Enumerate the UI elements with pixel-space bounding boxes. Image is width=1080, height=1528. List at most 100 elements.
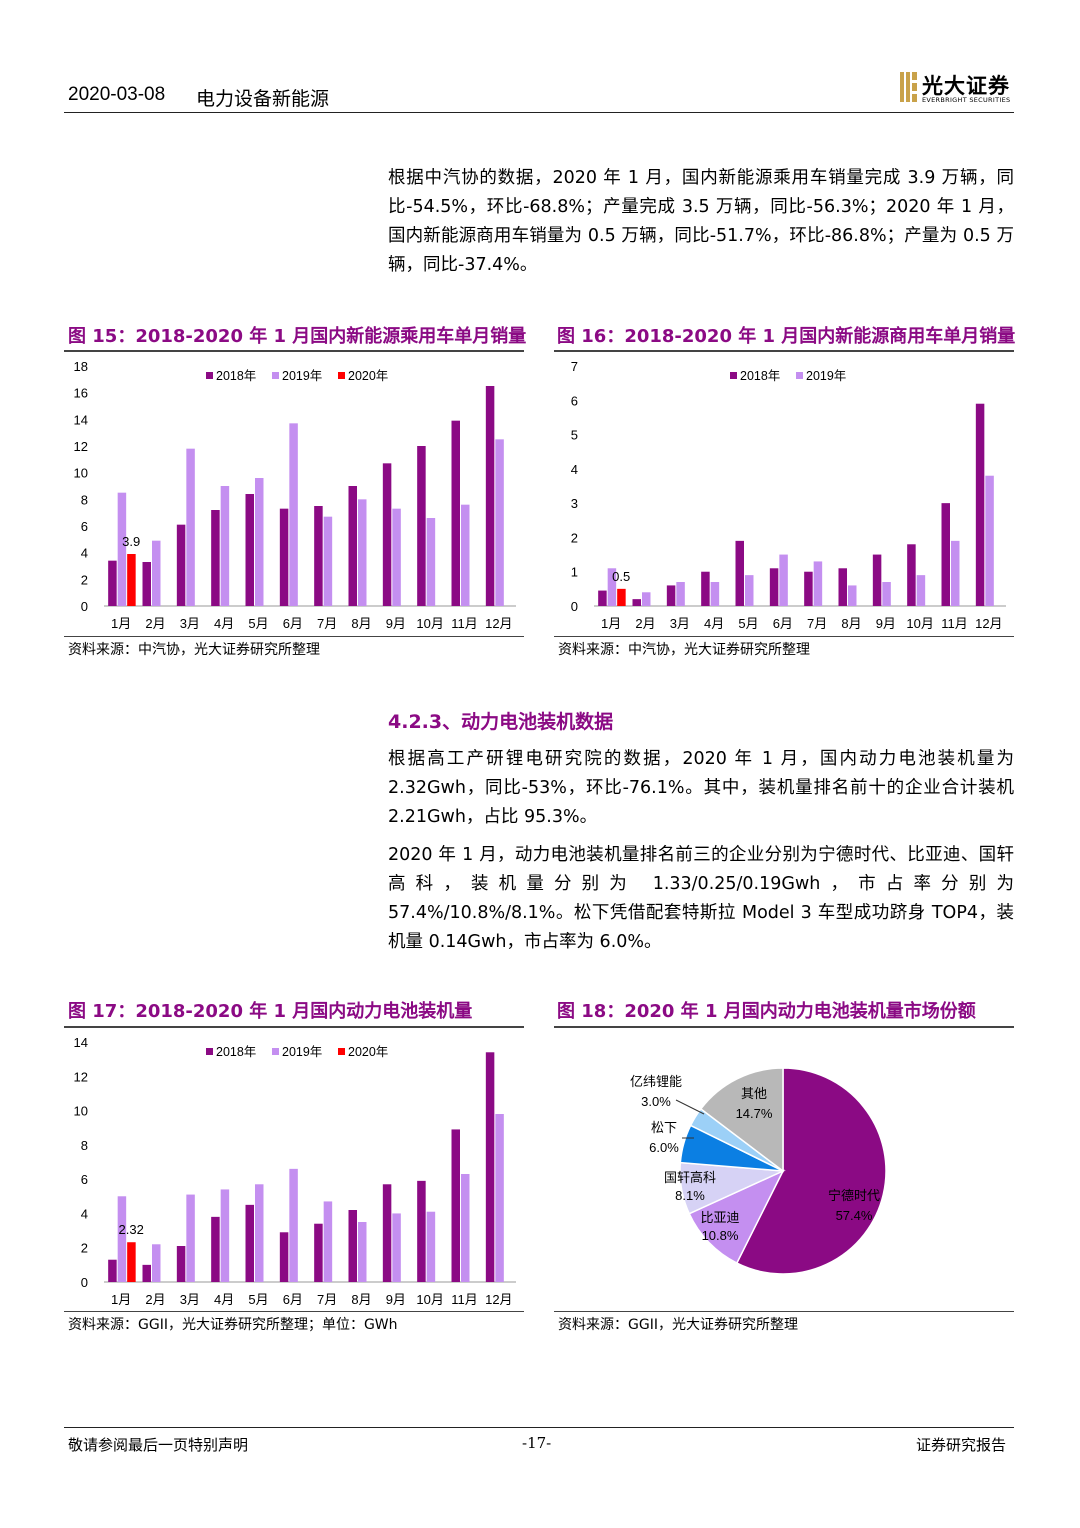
- pie-label-value: 14.7%: [736, 1106, 773, 1121]
- bar-2019年-10月: [426, 518, 436, 606]
- logo-subtext: EVERBRIGHT SECURITIES: [922, 96, 1011, 104]
- y-tick-label: 18: [74, 359, 88, 374]
- y-tick-label: 16: [74, 386, 88, 401]
- bar-2019年-9月: [882, 582, 891, 606]
- x-tick-label: 6月: [283, 1292, 303, 1307]
- header-divider: [64, 112, 1014, 113]
- bar-2018年-10月: [417, 1180, 426, 1282]
- figure-18-pie-chart: 宁德时代 57.4% 比亚迪 10.8% 国轩高科 8.1% 松下 6.0% 亿纬锂能 3.0% 其…: [630, 1067, 887, 1275]
- x-tick-label: 7月: [317, 1292, 337, 1307]
- figure-18-title-rule: [554, 1026, 1014, 1028]
- y-tick-label: 10: [74, 1104, 88, 1119]
- pie-label-name: 其他: [741, 1086, 767, 1101]
- paragraph-1: 根据中汽协的数据，2020 年 1 月，国内新能源乘用车销量完成 3.9 万辆，…: [388, 168, 1014, 275]
- report-date: 2020-03-08: [68, 84, 166, 105]
- bar-2019年-7月: [323, 516, 333, 606]
- bar-2019年-2月: [152, 1244, 161, 1282]
- figure-15-title-rule: [64, 350, 524, 352]
- y-tick-label: 1: [571, 565, 578, 580]
- bar-2018年-1月: [108, 560, 117, 606]
- bar-2019年-4月: [710, 582, 720, 606]
- bar-2018年-5月: [245, 1204, 254, 1282]
- y-tick-label: 8: [81, 1138, 88, 1153]
- bar-2018年-7月: [314, 1223, 323, 1282]
- bar-2020年-1月: [617, 588, 626, 606]
- pie-label-name: 亿纬锂能: [630, 1074, 682, 1089]
- figure-18-title: 图 18：2020 年 1 月国内动力电池装机量市场份额: [557, 1001, 976, 1022]
- bar-2019年-6月: [779, 554, 788, 606]
- company-logo: [898, 70, 1014, 106]
- figure-15-title: 图 15：2018-2020 年 1 月国内新能源乘用车单月销量: [68, 326, 527, 347]
- bar-2019年-5月: [745, 575, 754, 606]
- bar-2019年-1月: [607, 568, 617, 606]
- x-tick-label: 6月: [773, 616, 793, 631]
- bar-2019年-12月: [495, 1114, 504, 1282]
- bar-2018年-8月: [838, 568, 847, 606]
- x-tick-label: 1月: [601, 616, 621, 631]
- bar-2018年-9月: [872, 554, 882, 606]
- figure-17-source-rule: [64, 1311, 524, 1312]
- x-tick-label: 7月: [807, 616, 827, 631]
- pie-label-name: 国轩高科: [664, 1170, 716, 1185]
- bar-2018年-12月: [485, 386, 495, 606]
- y-tick-label: 6: [571, 393, 578, 408]
- y-tick-label: 12: [74, 439, 88, 454]
- bar-2018年-2月: [632, 599, 641, 606]
- bar-2019年-7月: [323, 1201, 333, 1282]
- y-tick-label: 4: [81, 1206, 88, 1221]
- bar-2020年-1月: [127, 554, 136, 606]
- bar-2019年-7月: [813, 561, 823, 606]
- bar-2018年-3月: [176, 1246, 186, 1282]
- x-tick-label: 4月: [214, 616, 234, 631]
- legend-label: 2018年: [740, 369, 780, 383]
- bar-2019年-10月: [916, 575, 926, 606]
- bar-2019年-11月: [461, 1174, 470, 1282]
- y-tick-label: 3: [571, 496, 578, 511]
- pie-label-name: 宁德时代: [828, 1188, 880, 1203]
- paragraph-3: 2020 年 1 月，动力电池装机量排名前三的企业分别为宁德时代、比亚迪、国轩高…: [388, 845, 1014, 952]
- y-tick-label: 8: [81, 492, 88, 507]
- bar-2019年-12月: [495, 439, 504, 606]
- figure-17-source: 资料来源：GGII，光大证券研究所整理；单位：GWh: [68, 1317, 398, 1333]
- x-tick-label: 9月: [876, 616, 896, 631]
- bar-2018年-11月: [451, 1129, 460, 1282]
- bar-2018年-3月: [176, 524, 186, 606]
- footer-report-type: 证券研究报告: [916, 1436, 1007, 1454]
- pie-slice-宁德时代: [735, 1067, 887, 1275]
- bar-2019年-9月: [392, 508, 401, 606]
- bar-2019年-8月: [358, 499, 367, 606]
- bar-2018年-2月: [142, 1264, 151, 1282]
- figure-16-source: 资料来源：中汽协，光大证券研究所整理: [558, 642, 810, 658]
- figure-15-source-rule: [64, 636, 524, 637]
- x-tick-label: 2月: [145, 616, 165, 631]
- pie-label-value: 57.4%: [836, 1208, 873, 1223]
- y-tick-label: 7: [571, 359, 578, 374]
- pie-leader-line: [675, 1099, 705, 1115]
- x-tick-label: 6月: [283, 616, 303, 631]
- bar-2018年-10月: [907, 544, 916, 606]
- figure-16-title: 图 16：2018-2020 年 1 月国内新能源商用车单月销量: [557, 326, 1016, 347]
- figure-15-chart: 0 2 4 6 8 10 12 14 16 18 1月 2月 3月 4月 5月 6月 7月 8月 9月 10月 11月 1…: [74, 359, 516, 631]
- y-tick-label: 6: [81, 519, 88, 534]
- bar-2018年-11月: [941, 503, 950, 606]
- x-tick-label: 10月: [416, 616, 443, 631]
- page-number: -17-: [522, 1434, 552, 1452]
- figure-16-chart: 0 1 2 3 4 5 6 7 1月 2月 3月 4月 5月 6月 7月 8月 9月 10月 11月 12月 0.5 20…: [571, 359, 1006, 631]
- x-tick-label: 4月: [214, 1292, 234, 1307]
- x-tick-label: 1月: [111, 1292, 131, 1307]
- bar-2019年-11月: [461, 504, 470, 606]
- legend-swatch: [206, 372, 213, 379]
- bar-2019年-9月: [392, 1213, 401, 1282]
- y-tick-label: 10: [74, 466, 88, 481]
- bar-2018年-10月: [417, 446, 426, 606]
- bar-2019年-1月: [117, 1196, 127, 1282]
- bar-2019年-6月: [289, 1168, 298, 1282]
- x-tick-label: 3月: [180, 616, 200, 631]
- logo-mark-icon: [900, 72, 917, 102]
- data-label: 2.32: [119, 1222, 144, 1237]
- legend-label: 2018年: [216, 1045, 256, 1059]
- legend-swatch: [730, 372, 737, 379]
- y-tick-label: 4: [571, 462, 578, 477]
- bar-2018年-6月: [769, 568, 779, 606]
- legend-swatch: [272, 1048, 279, 1055]
